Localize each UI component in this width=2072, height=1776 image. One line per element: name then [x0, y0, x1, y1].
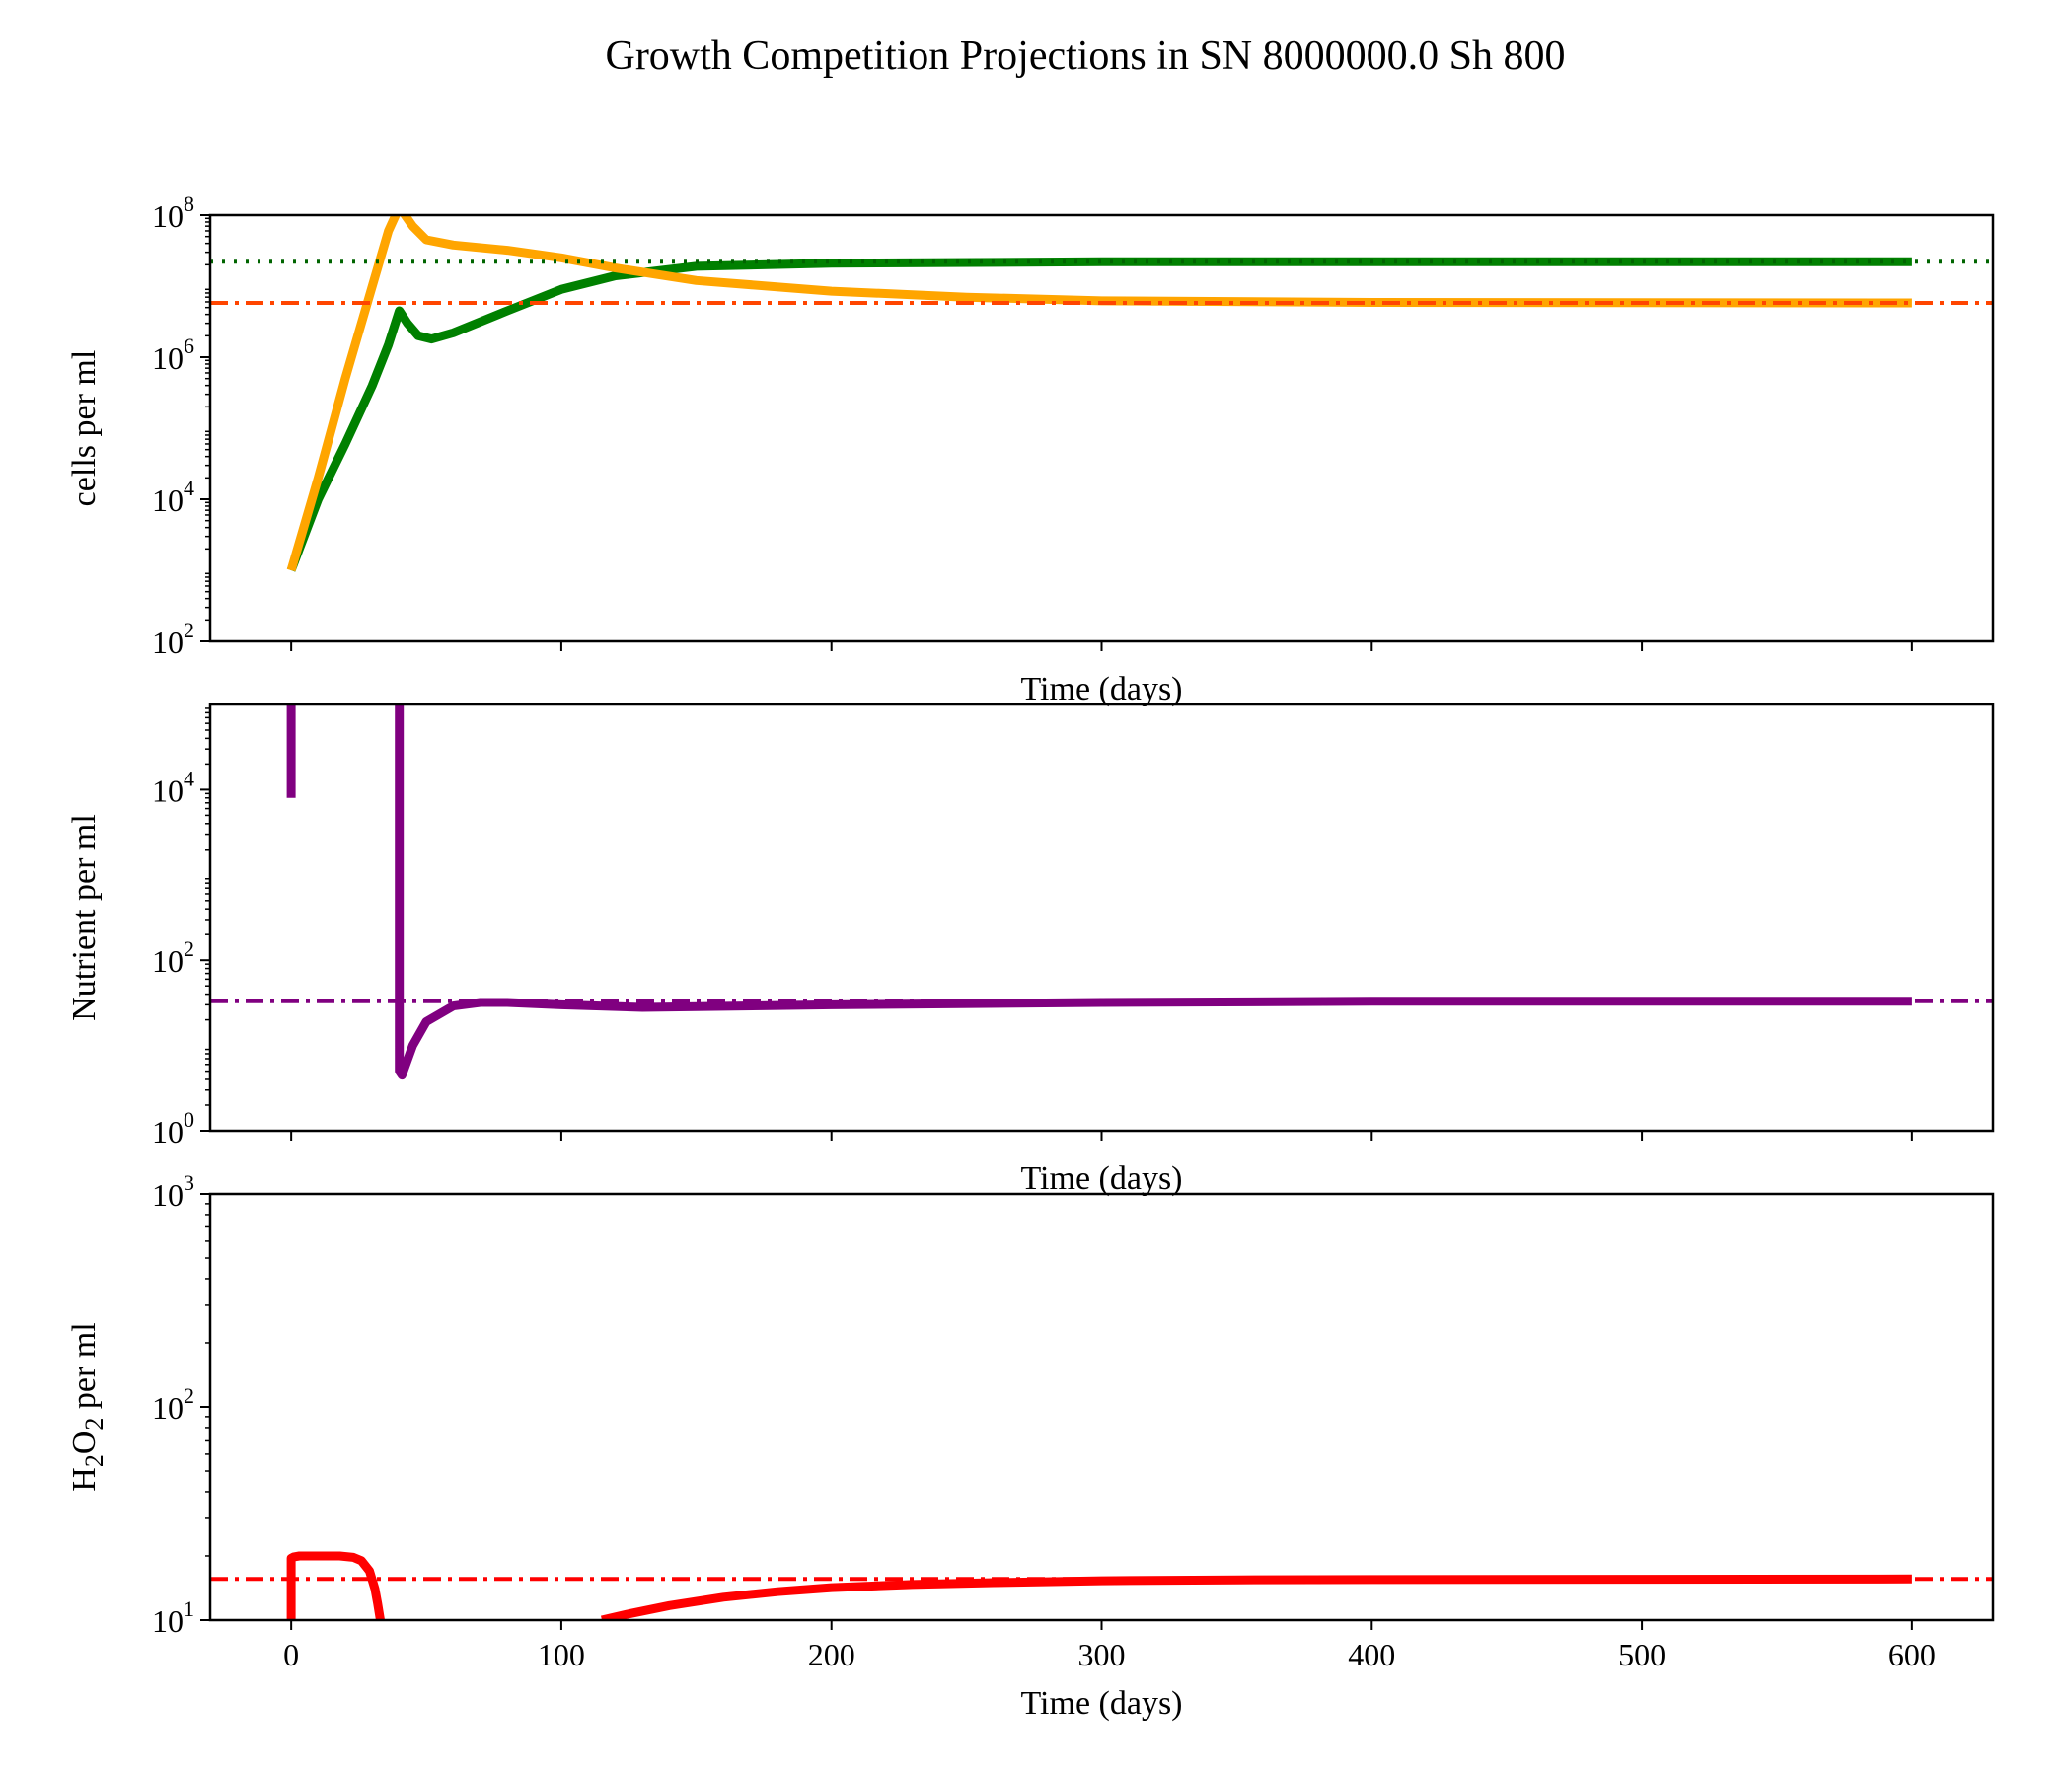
nutrient-y-label: Nutrient per ml: [66, 814, 103, 1021]
cells-y-label: cells per ml: [66, 350, 103, 507]
panel-cells: 102 104 106 108 Time (days) cells per ml: [66, 191, 1995, 707]
nutrient-y-tick-label: 102: [152, 936, 194, 979]
cells-series-line-0: [286, 257, 1912, 572]
h2o2-series-line-0: [286, 1551, 385, 1620]
nutrient-y-tick-label: 104: [152, 766, 194, 808]
figure-title: Growth Competition Projections in SN 800…: [605, 34, 1565, 79]
h2o2-y-tick-label: 101: [152, 1596, 194, 1639]
h2o2-y-tick-label: 102: [152, 1383, 194, 1426]
nutrient-x-label: Time (days): [1020, 1160, 1182, 1197]
cells-y-tick-label: 108: [152, 191, 194, 234]
h2o2-x-tick-label: 0: [283, 1637, 299, 1672]
h2o2-x-tick-label: 600: [1888, 1637, 1936, 1672]
h2o2-series-group: [210, 1551, 1993, 1620]
h2o2-x-tick-label: 500: [1618, 1637, 1665, 1672]
nutrient-series-group: [210, 704, 1993, 1080]
panel-nutrient: 100 102 104 Time (days) Nutrient per ml: [66, 703, 1995, 1197]
h2o2-x-label: Time (days): [1020, 1685, 1182, 1722]
h2o2-x-tick-label: 200: [808, 1637, 855, 1672]
h2o2-x-tick-label: 100: [538, 1637, 585, 1672]
cells-y-tick-label: 106: [152, 333, 194, 376]
nutrient-y-tick-label: 100: [152, 1107, 194, 1149]
h2o2-x-tick-label: 400: [1348, 1637, 1395, 1672]
cells-series-group: [210, 215, 1993, 572]
h2o2-x-tick-label: 300: [1078, 1637, 1126, 1672]
cells-y-tick-label: 104: [152, 476, 194, 518]
nutrient-series-line-1: [395, 704, 1912, 1080]
cells-x-label: Time (days): [1020, 671, 1182, 707]
panel-h2o2: 0 100 200 300 400 500 600 101 102 103 Time (days) H…: [66, 1170, 1995, 1722]
cells-y-tick-label: 102: [152, 618, 194, 660]
h2o2-y-label: H2O2 per ml: [66, 1322, 109, 1491]
h2o2-y-tick-label: 103: [152, 1170, 194, 1213]
